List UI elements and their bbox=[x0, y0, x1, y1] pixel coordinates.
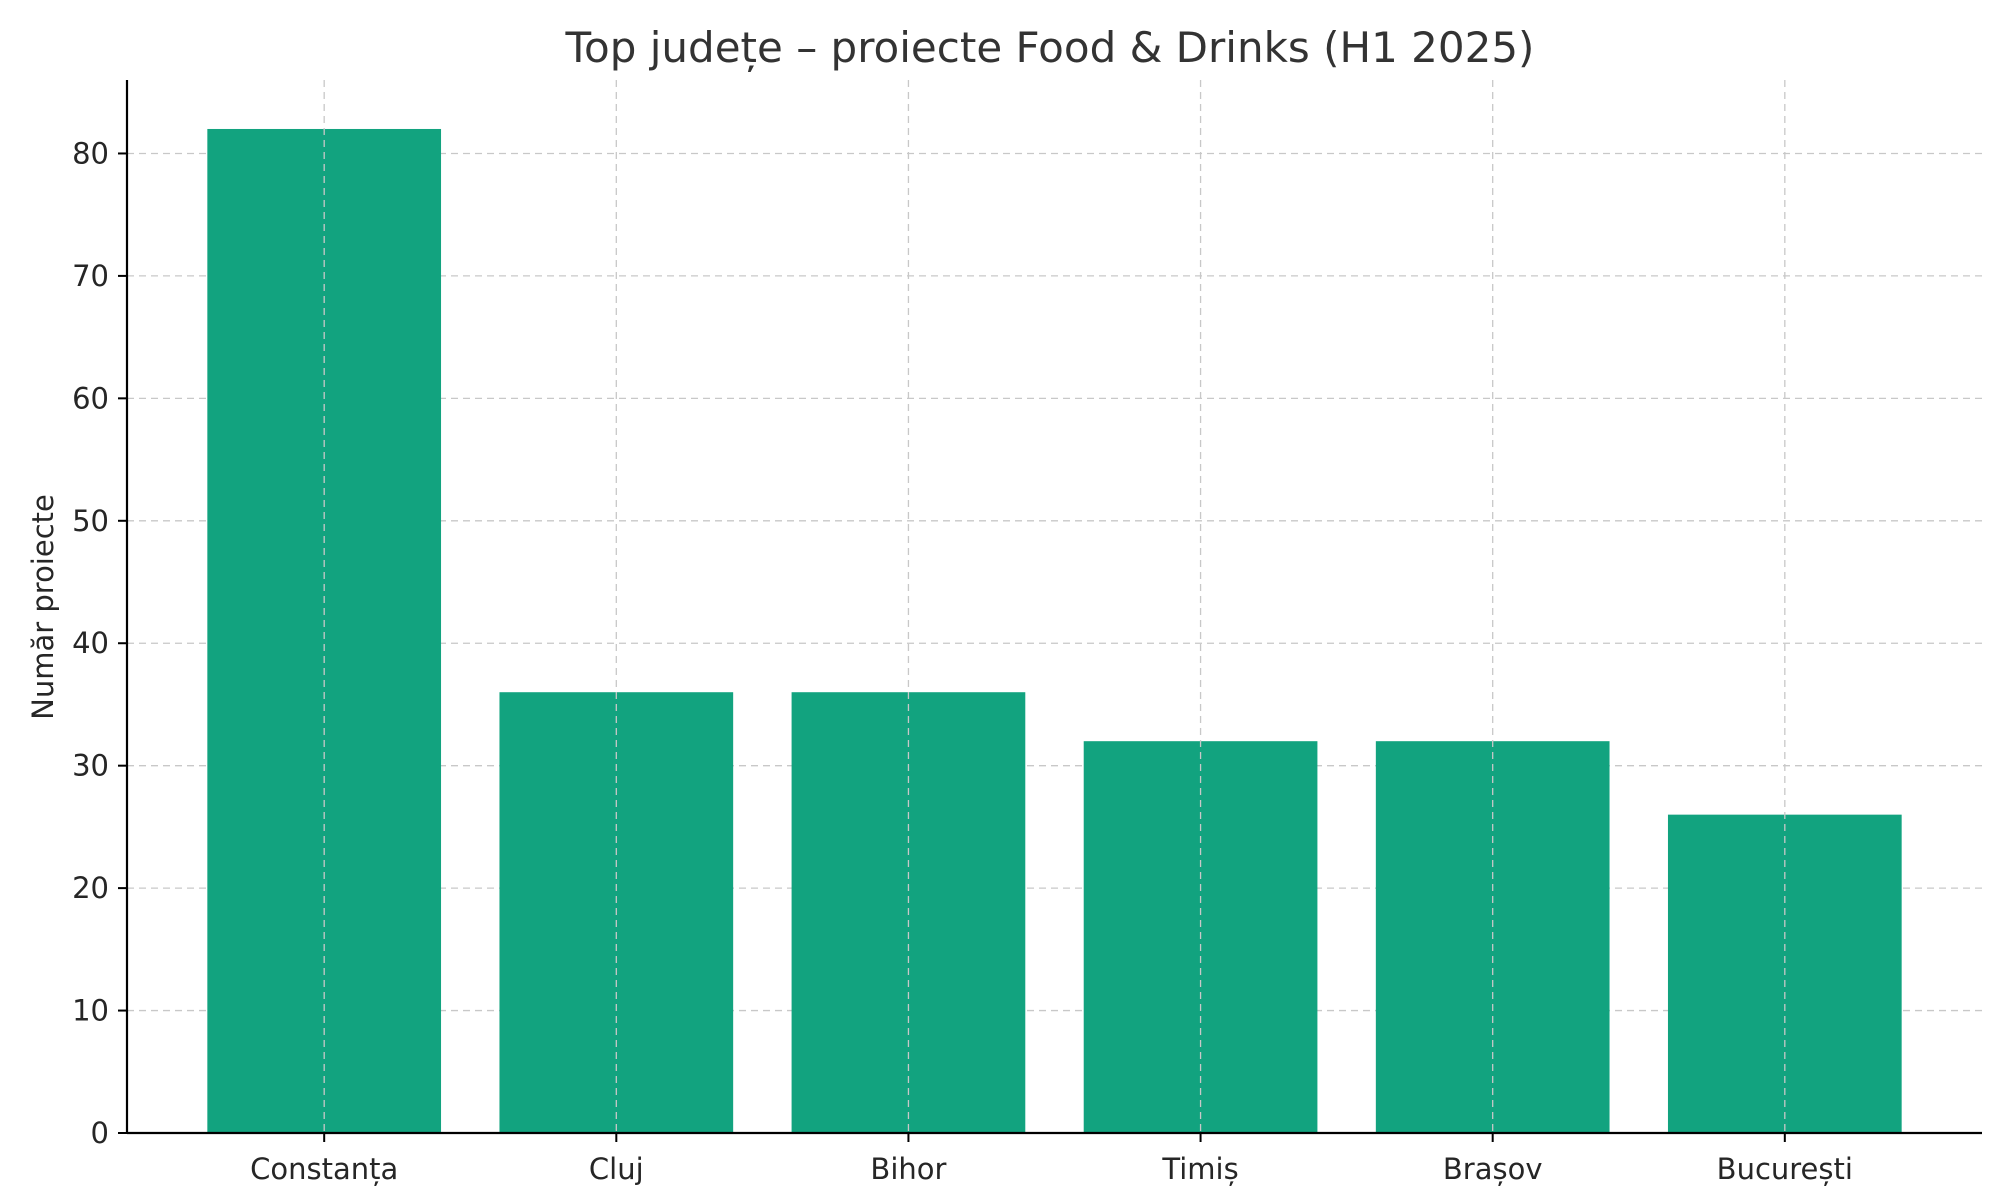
chart-title: Top județe – proiecte Food & Drinks (H1 … bbox=[565, 23, 1535, 72]
x-tick-label: Constanța bbox=[250, 1152, 398, 1186]
y-tick-label: 70 bbox=[72, 259, 109, 293]
x-tick-label: București bbox=[1717, 1152, 1853, 1186]
x-tick-label: Brașov bbox=[1443, 1152, 1543, 1186]
x-tick-label: Timiș bbox=[1161, 1152, 1238, 1186]
y-tick-label: 20 bbox=[72, 871, 109, 905]
x-ticks: Constanța Cluj Bihor Timiș Brașov București bbox=[250, 1133, 1853, 1186]
y-tick-label: 80 bbox=[72, 136, 109, 170]
bars bbox=[207, 128, 1902, 1133]
y-ticks: 0 10 20 30 40 50 60 70 80 bbox=[72, 136, 127, 1150]
y-tick-label: 50 bbox=[72, 504, 109, 538]
y-axis-label: Număr proiecte bbox=[26, 494, 60, 720]
y-tick-label: 10 bbox=[72, 994, 109, 1028]
y-tick-label: 40 bbox=[72, 626, 109, 660]
axes bbox=[125, 80, 1982, 1135]
y-tick-label: 60 bbox=[72, 381, 109, 415]
y-tick-label: 30 bbox=[72, 749, 109, 783]
x-tick-label: Bihor bbox=[870, 1152, 946, 1186]
x-tick-label: Cluj bbox=[589, 1152, 644, 1186]
y-tick-label: 0 bbox=[91, 1116, 109, 1150]
